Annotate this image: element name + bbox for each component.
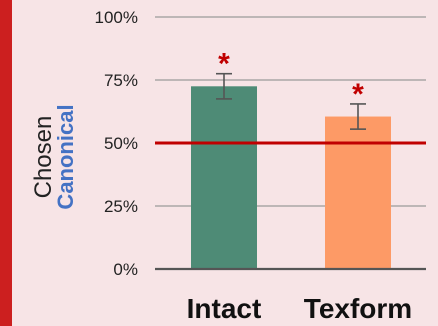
y-axis-label-line-2: Canonical [53,104,78,210]
significance-marker: * [218,48,230,81]
x-tick-label: Texform [304,293,412,324]
y-tick-label: 100% [95,8,138,27]
x-tick-label: Intact [187,293,262,324]
y-tick-label: 0% [113,260,138,279]
left-accent-bar [0,0,12,326]
y-axis-label-line-1: Chosen [30,115,57,199]
y-tick-label: 25% [104,197,138,216]
bar-texform [325,116,391,269]
bar-intact [191,86,257,269]
significance-marker: * [352,78,364,111]
y-axis-label: Chosen Canonical [30,104,78,210]
y-tick-label: 50% [104,134,138,153]
y-tick-label: 75% [104,71,138,90]
